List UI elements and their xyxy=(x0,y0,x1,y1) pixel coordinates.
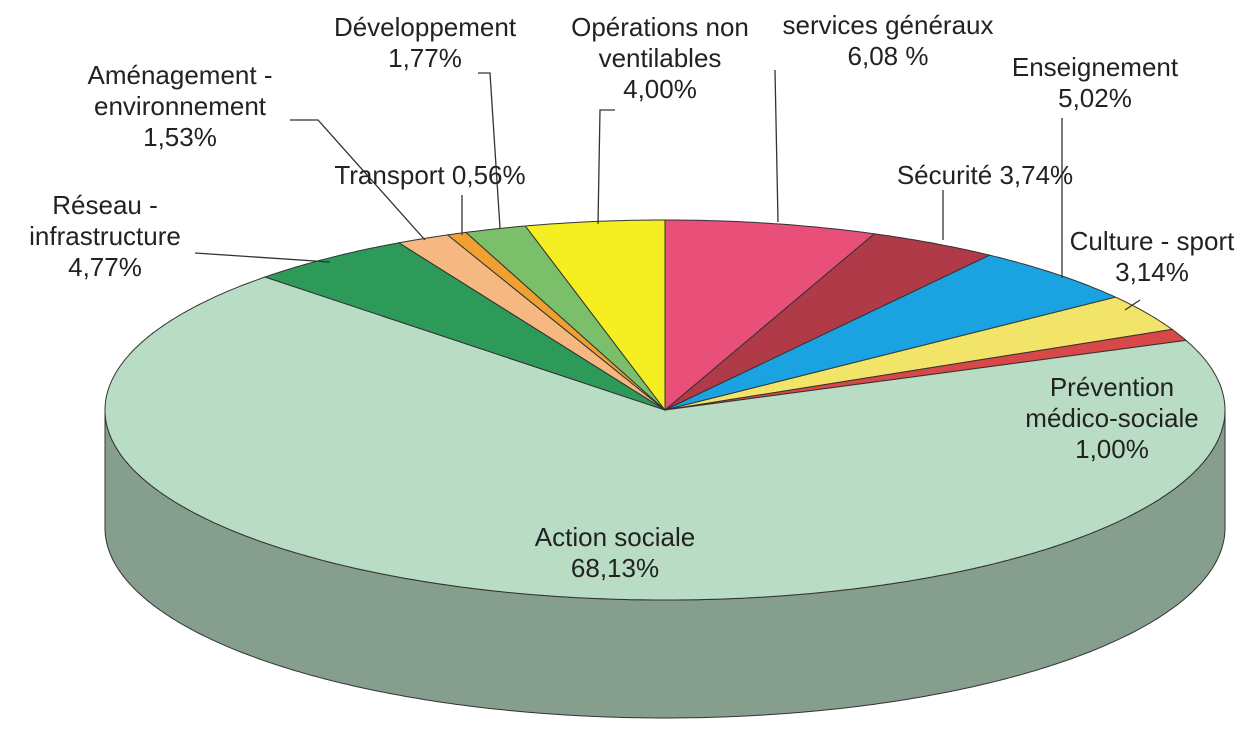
slice xyxy=(664,254,1117,411)
leader-line xyxy=(597,109,615,225)
value-label: 5,02% xyxy=(1058,83,1132,113)
slice xyxy=(664,296,1174,411)
value-label: 1,77% xyxy=(388,43,462,73)
value-label: 4,77% xyxy=(68,252,142,282)
leader-line xyxy=(1124,299,1141,311)
category-label: Aménagement - environnement xyxy=(87,60,273,121)
category-label: Sécurité xyxy=(896,160,993,190)
slice xyxy=(664,233,992,411)
value-label: 3,74% xyxy=(999,160,1074,190)
slice-label: Enseignement 5,02% xyxy=(995,52,1195,114)
category-label: services généraux xyxy=(782,10,994,40)
slice-label: Aménagement - environnement 1,53% xyxy=(60,60,300,153)
category-label: Développement xyxy=(333,12,517,42)
leader-line xyxy=(478,72,501,229)
category-label: Transport xyxy=(334,160,445,190)
value-label: 68,13% xyxy=(570,553,660,583)
slice xyxy=(524,219,666,412)
category-label: Opérations non ventilables xyxy=(571,12,749,73)
category-label: Enseignement xyxy=(1011,52,1179,82)
value-label: 1,53% xyxy=(143,122,217,152)
value-label: 3,14% xyxy=(1115,257,1189,287)
category-label: Réseau - infrastructure xyxy=(29,190,181,251)
slice-label: Culture - sport 3,14% xyxy=(1052,226,1251,288)
slice-label: Développement 1,77% xyxy=(310,12,540,74)
leader-line xyxy=(290,119,426,241)
category-label: Culture - sport xyxy=(1069,226,1235,256)
slice-label: Action sociale 68,13% xyxy=(500,522,730,584)
slice-label: Transport 0,56% xyxy=(280,160,580,191)
slice-label: Opérations non ventilables 4,00% xyxy=(560,12,760,105)
slice-label: Prévention médico-sociale 1,00% xyxy=(1005,372,1220,465)
value-label: 1,00% xyxy=(1075,434,1149,464)
slice xyxy=(464,225,666,411)
value-label: 6,08 % xyxy=(847,41,929,71)
value-label: 0,56% xyxy=(451,160,526,190)
value-label: 4,00% xyxy=(623,74,697,104)
leader-line xyxy=(774,69,779,223)
slice xyxy=(263,242,666,411)
leader-line xyxy=(194,252,331,263)
slice-label: Sécurité 3,74% xyxy=(855,160,1115,191)
slice xyxy=(664,219,876,412)
slice-label: services généraux 6,08 % xyxy=(768,10,1008,72)
category-label: Action sociale xyxy=(534,522,696,552)
category-label: Prévention médico-sociale xyxy=(1025,372,1199,433)
slice-label: Réseau - infrastructure 4,77% xyxy=(13,190,198,283)
slice xyxy=(104,276,1226,601)
slice xyxy=(664,328,1188,411)
